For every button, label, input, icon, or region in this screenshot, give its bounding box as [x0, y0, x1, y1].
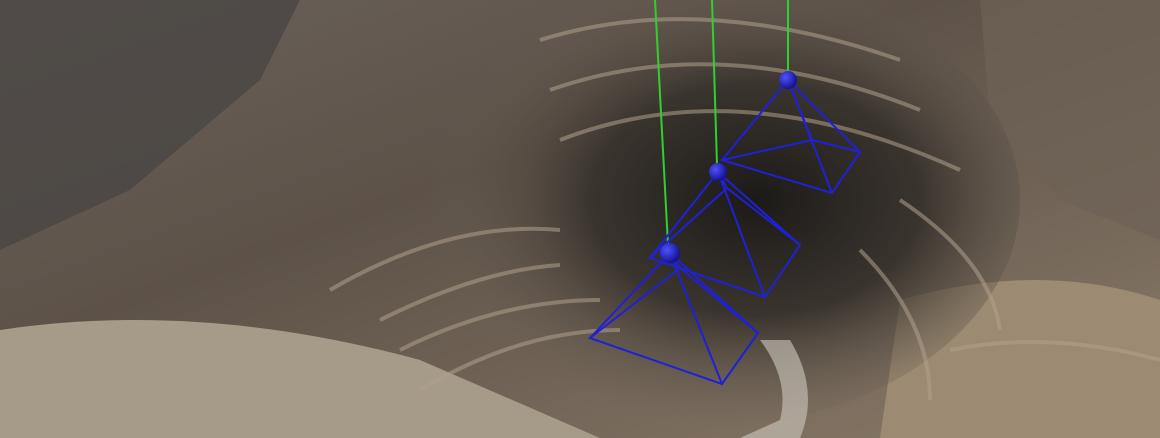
bench-floor	[0, 320, 600, 438]
pit	[360, 0, 1020, 430]
rubble	[740, 340, 808, 438]
camera-frustums	[587, 79, 862, 386]
terraces	[328, 17, 1160, 401]
slope	[980, 0, 1160, 240]
camera-positions	[660, 71, 797, 263]
slope	[0, 0, 300, 250]
camera-tracks	[654, 0, 789, 246]
